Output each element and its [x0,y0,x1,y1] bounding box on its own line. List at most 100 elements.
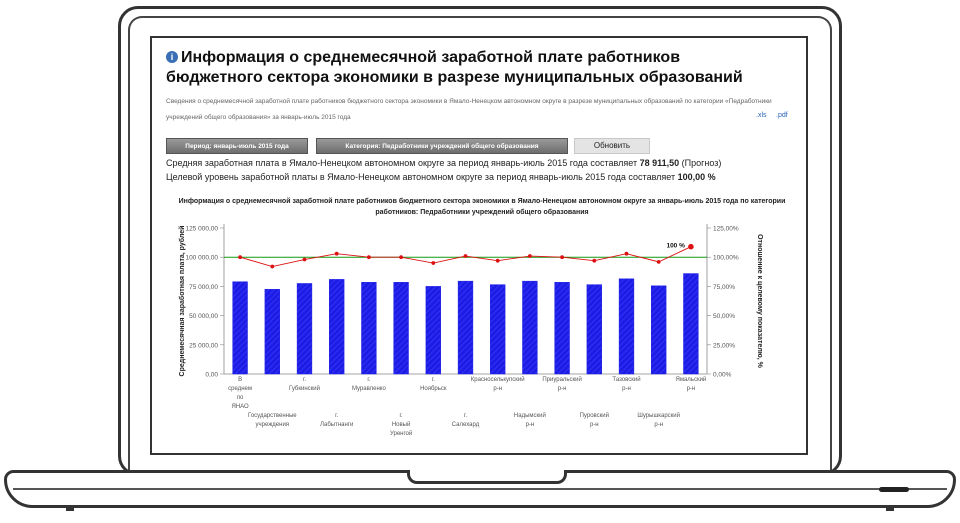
y2-tick-label: 75,00% [713,284,735,291]
ratio-point-9 [495,258,500,263]
x-tick-label-7: г. [432,377,435,383]
laptop-base [4,470,956,508]
x-tick-label-5: Муравленко [352,386,387,392]
ratio-point-4 [334,251,339,256]
laptop-base-edge [13,488,947,490]
x-tick-label-6: Новый [392,421,411,428]
ratio-point-12 [592,258,597,263]
ratio-point-1 [238,255,242,260]
y2-tick-label: 0,00% [713,372,732,379]
bar-5 [361,282,377,375]
x-tick-label-3: Губкинский [289,385,320,392]
bar-9 [490,284,506,375]
x-tick-label-12: Пуровский [580,412,609,419]
target-data-label: 100 % [666,243,685,250]
x-tick-label-2: учреждения [256,422,289,428]
x-tick-label-5: г. [367,377,370,383]
page-title: i Информация о среднемесячной заработной … [166,48,766,88]
y2-tick-label: 125,00% [713,226,739,233]
target-text: Целевой уровень заработной платы в Ямало… [166,172,676,182]
y2-tick-label: 50,00% [713,313,735,320]
y-tick-label: 75 000,00 [189,284,218,291]
category-select-button[interactable]: Категория: Педработники учреждений общег… [316,138,568,154]
y-tick-label: 125 000,00 [185,226,218,233]
x-tick-label-6: Уренгой [390,430,412,437]
x-tick-label-13: Тазовский [612,376,640,383]
x-tick-label-4: Лабытнанги [320,422,353,428]
bar-11 [554,282,570,375]
salary-chart: 0,00 25 000,00 50 000,00 75 000,00 100 000,0… [178,224,763,437]
target-summary: Целевой уровень заработной платы в Ямало… [166,172,716,182]
y-tick-label: 100 000,00 [185,255,218,262]
ratio-point-8 [463,254,468,258]
bar-12 [586,284,602,375]
x-tick-label-2: Государственные [248,413,297,419]
x-tick-label-8: г. [464,413,467,419]
ratio-point-6 [399,255,403,260]
y-tick-label: 25 000,00 [189,342,218,349]
screen: i Информация о среднемесячной заработной … [150,36,808,455]
x-tick-label-1: В [238,377,242,383]
ratio-point-11 [560,255,564,260]
laptop-notch [407,470,567,484]
laptop-bezel [128,16,832,473]
ratio-point-2 [270,264,275,269]
x-tick-label-9: р-н [493,386,502,392]
info-icon[interactable]: i [166,51,178,63]
x-tick-label-1: среднем [228,386,252,392]
bar-14 [651,285,667,375]
y-tick-label: 0,00 [205,372,218,379]
x-tick-label-1: по [237,395,244,401]
y2-axis-label: Отношение к целевому показателю, % [756,234,763,369]
download-pdf-link[interactable]: .pdf [776,112,788,119]
x-tick-label-12: р-н [590,422,599,428]
y-axis-label: Среднемесячная заработная плата, рублей [178,226,186,377]
laptop-foot-left [66,506,74,511]
x-tick-label-10: Надымский [514,412,546,419]
chart-title: Информация о среднемесячной заработной п… [178,198,786,216]
x-tick-label-4: г. [335,413,338,419]
x-tick-label-9: Красноселькупский [471,376,525,383]
y2-tick-label: 100,00% [713,255,739,262]
avg-salary-value: 78 911,50 [639,158,680,168]
bar-8 [457,280,474,375]
download-xls-link[interactable]: .xls [756,112,767,119]
bar-13 [618,278,635,375]
x-tick-label-14: Шурышкарский [637,412,680,419]
ratio-point-10 [528,254,532,258]
bar-3 [296,283,313,375]
avg-salary-summary: Средняя заработная плата в Ямало-Ненецко… [166,158,721,168]
x-tick-label-14: р-н [654,422,663,428]
x-tick-label-13: р-н [622,386,631,392]
bar-4 [329,279,345,375]
x-tick-label-10: р-н [526,422,535,428]
ratio-point-14 [656,259,661,264]
laptop-led [879,487,909,492]
bar-10 [522,280,538,375]
refresh-button[interactable]: Обновить [574,138,650,154]
bar-1 [232,281,248,375]
report-description: Сведения о среднемесячной заработной пла… [166,98,772,121]
bar-2 [264,289,280,375]
ratio-point-13 [624,251,629,256]
laptop-foot-right [886,506,894,511]
x-tick-label-11: Приуральский [542,376,582,383]
page-title-text: Информация о среднемесячной заработной п… [166,49,743,86]
y-tick-label: 50 000,00 [189,313,218,320]
period-select-button[interactable]: Период: январь-июль 2015 года [166,138,308,154]
avg-salary-text: Средняя заработная плата в Ямало-Ненецко… [166,158,638,168]
x-tick-label-15: Ямальский [676,376,707,383]
ratio-point-3 [302,257,307,262]
x-tick-label-6: г. [400,413,403,419]
x-tick-label-3: г. [303,377,306,383]
x-tick-label-1: ЯНАО [231,404,249,410]
x-tick-label-15: р-н [687,386,696,392]
bar-7 [425,286,441,375]
x-tick-label-8: Салехард [452,422,480,428]
avg-salary-note: (Прогноз) [681,158,722,168]
y2-tick-label: 25,00% [713,342,735,349]
x-tick-label-11: р-н [558,386,567,392]
ratio-point-7 [431,261,436,265]
target-value: 100,00 % [677,172,716,182]
ratio-point-15 [688,243,694,250]
